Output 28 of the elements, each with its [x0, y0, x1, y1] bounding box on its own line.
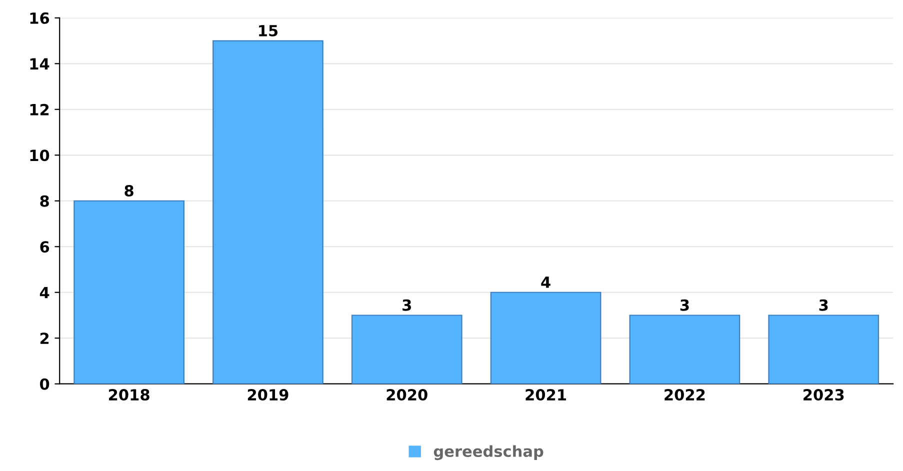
y-tick-label: 0: [40, 378, 50, 390]
y-tick-label: 14: [30, 58, 50, 70]
x-tick-label: 2021: [526, 388, 566, 401]
data-label: 15: [259, 25, 278, 36]
data-label: 3: [402, 299, 411, 311]
bar: [351, 314, 462, 384]
data-label: 3: [680, 299, 689, 311]
bar: [490, 292, 602, 384]
data-label: 8: [124, 184, 134, 197]
x-tick-label: 2023: [804, 388, 844, 401]
y-tick-label: 16: [30, 12, 50, 24]
x-tick-label: 2022: [664, 388, 705, 401]
y-tick-label: 10: [30, 150, 50, 162]
bar: [768, 314, 880, 384]
y-tick-label: 6: [40, 241, 50, 253]
y-tick-label: 2: [40, 332, 49, 344]
x-tick-label: 2018: [109, 388, 150, 401]
legend-label: gereedschap: [434, 445, 544, 460]
x-tick-label: 2020: [386, 388, 428, 401]
y-tick-label: 8: [40, 195, 49, 207]
y-tick-label: 4: [40, 287, 50, 298]
x-tick-label: 2019: [248, 388, 288, 401]
data-label: 4: [541, 276, 550, 288]
bar: [74, 200, 184, 384]
data-label: 3: [819, 299, 828, 311]
bar: [212, 40, 324, 384]
bar: [629, 314, 740, 384]
y-tick-label: 12: [30, 104, 49, 116]
